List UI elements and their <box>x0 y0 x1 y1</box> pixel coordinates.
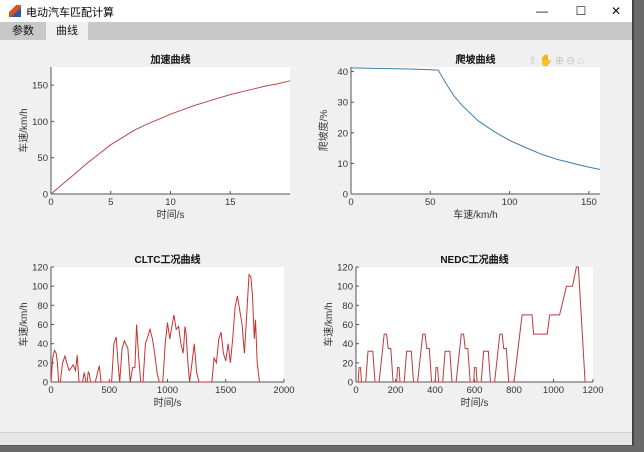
x-tick-label: 1500 <box>215 385 236 396</box>
title-bar: 电动汽车匹配计算 — ☐ ✕ <box>0 0 632 22</box>
x-tick-label: 100 <box>502 197 518 208</box>
y-axis-label: 爬坡度/% <box>317 110 330 152</box>
y-tick-label: 20 <box>342 358 353 369</box>
y-axis-label: 车速/km/h <box>17 108 30 152</box>
x-tick-label: 10 <box>165 197 176 208</box>
y-tick-label: 120 <box>32 263 48 274</box>
minimize-button[interactable]: — <box>536 4 548 18</box>
y-tick-label: 30 <box>337 98 348 109</box>
x-tick-label: 0 <box>48 385 53 396</box>
y-tick-label: 40 <box>37 339 48 350</box>
tab-bar: 参数 曲线 <box>0 22 632 40</box>
y-tick-label: 20 <box>337 128 348 139</box>
x-tick-label: 150 <box>581 197 597 208</box>
y-tick-label: 0 <box>348 378 353 389</box>
x-tick-label: 0 <box>48 197 53 208</box>
tab-curves[interactable]: 曲线 <box>46 22 88 40</box>
y-tick-label: 50 <box>37 153 48 164</box>
chart-4: 0 200 400 600 800 1000 1200 0 20 40 60 80 100 120 NEDC… <box>322 253 604 409</box>
chart-title: 加速曲线 <box>150 53 191 66</box>
y-tick-label: 100 <box>32 117 48 128</box>
y-tick-label: 60 <box>342 320 353 331</box>
chart-3: 0 500 1000 1500 2000 0 20 40 60 80 100 120 CLTC工况曲线时… <box>17 253 295 409</box>
y-tick-label: 100 <box>32 282 48 293</box>
series-line <box>356 266 589 383</box>
app-window: 电动汽车匹配计算 — ☐ ✕ 参数 曲线 0 5 10 15 0 50 100 150 加速曲线… <box>0 0 634 446</box>
y-axis-label: 车速/km/h <box>322 302 335 346</box>
y-tick-label: 60 <box>37 320 48 331</box>
y-tick-label: 80 <box>37 301 48 312</box>
x-axis-label: 时间/s <box>154 396 182 409</box>
chart-title: NEDC工况曲线 <box>440 253 508 266</box>
series-line <box>350 67 601 170</box>
y-tick-label: 150 <box>32 81 48 92</box>
x-tick-label: 800 <box>506 385 522 396</box>
plot-area <box>356 267 593 382</box>
x-tick-label: 2000 <box>273 385 294 396</box>
y-tick-label: 120 <box>337 263 353 274</box>
tab-params[interactable]: 参数 <box>12 25 34 37</box>
y-tick-label: 80 <box>342 301 353 312</box>
status-strip <box>0 432 632 445</box>
y-tick-label: 0 <box>43 378 48 389</box>
x-tick-label: 5 <box>108 197 113 208</box>
window-title: 电动汽车匹配计算 <box>26 7 114 19</box>
series-line <box>50 80 291 195</box>
axes-toolbar[interactable]: ⇪✋⊕⊖⌂ <box>528 55 586 67</box>
x-tick-label: 0 <box>348 197 353 208</box>
x-tick-label: 1000 <box>157 385 178 396</box>
x-tick-label: 1200 <box>582 385 603 396</box>
x-tick-label: 500 <box>101 385 117 396</box>
x-axis-label: 时间/s <box>461 396 489 409</box>
y-tick-label: 40 <box>337 67 348 78</box>
y-tick-label: 100 <box>337 282 353 293</box>
x-axis-label: 车速/km/h <box>453 208 497 221</box>
y-tick-label: 20 <box>37 358 48 369</box>
y-tick-label: 40 <box>342 339 353 350</box>
plot-area <box>351 67 600 194</box>
x-tick-label: 50 <box>425 197 436 208</box>
maximize-button[interactable]: ☐ <box>575 4 587 18</box>
chart-title: CLTC工况曲线 <box>135 253 201 266</box>
x-tick-label: 400 <box>427 385 443 396</box>
x-tick-label: 0 <box>353 385 358 396</box>
x-tick-label: 200 <box>388 385 404 396</box>
y-tick-label: 0 <box>43 190 48 201</box>
close-button[interactable]: ✕ <box>610 4 622 18</box>
chart-title: 爬坡曲线 <box>455 53 496 66</box>
series-line <box>50 273 261 383</box>
x-tick-label: 600 <box>467 385 483 396</box>
matlab-icon <box>9 5 21 17</box>
plot-area <box>51 67 290 194</box>
y-tick-label: 0 <box>343 190 348 201</box>
y-axis-label: 车速/km/h <box>17 302 30 346</box>
x-tick-label: 15 <box>225 197 236 208</box>
y-tick-label: 10 <box>337 159 348 170</box>
x-axis-label: 时间/s <box>157 208 185 221</box>
x-tick-label: 1000 <box>543 385 564 396</box>
